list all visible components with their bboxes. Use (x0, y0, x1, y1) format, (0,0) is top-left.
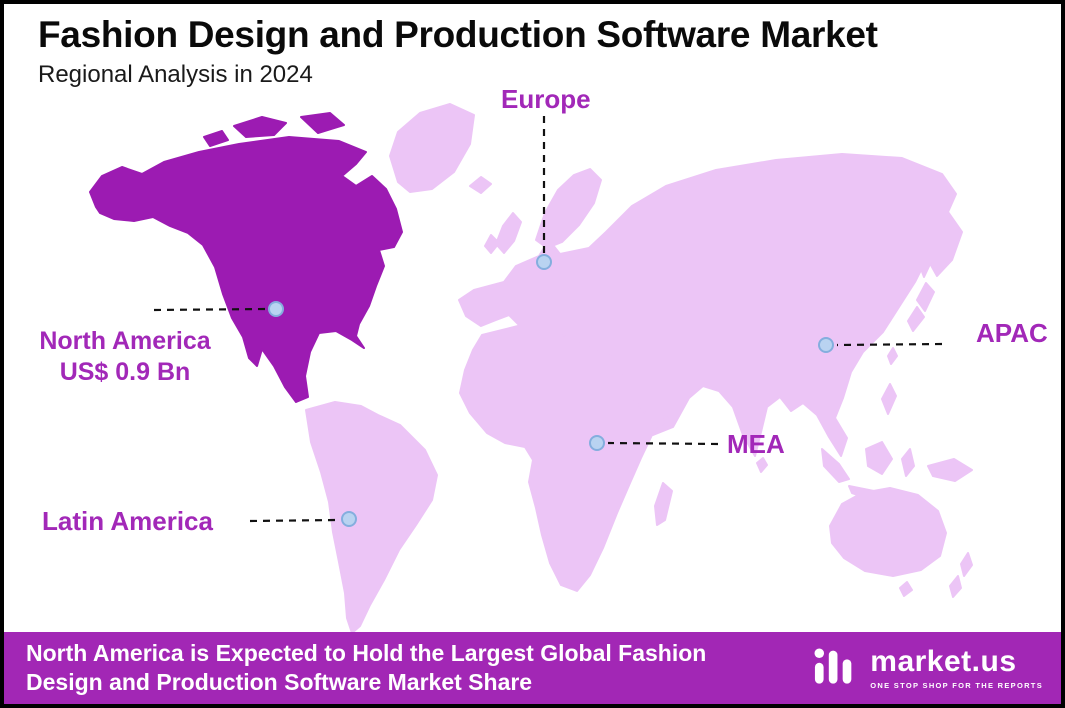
region-label-europe: Europe (501, 84, 591, 114)
map-region-british-isles (469, 176, 522, 254)
footer-line1: North America is Expected to Hold the La… (26, 640, 707, 667)
brand-tagline: ONE STOP SHOP FOR THE REPORTS (870, 680, 1043, 690)
marker-north-america (268, 301, 284, 317)
footer-banner: North America is Expected to Hold the La… (4, 632, 1061, 704)
world-map (89, 103, 973, 634)
marker-latin-america (341, 511, 357, 527)
marker-europe (536, 254, 552, 270)
brand-text: market.us ONE STOP SHOP FOR THE REPORTS (870, 644, 1043, 690)
marker-apac (818, 337, 834, 353)
map-region-australia (829, 487, 947, 597)
map-region-scandinavia (535, 168, 602, 249)
map-region-greenland (389, 103, 475, 193)
leader-line-latin-america (249, 518, 339, 523)
marker-mea (589, 435, 605, 451)
map-region-new-zealand (949, 552, 973, 598)
map-region-madagascar (654, 482, 673, 526)
footer-line2: Design and Production Software Market Sh… (26, 669, 533, 695)
map-region-africa (459, 325, 669, 592)
subtitle: Regional Analysis in 2024 (38, 61, 313, 88)
footer-headline: North America is Expected to Hold the La… (26, 639, 706, 697)
region-label-mea: MEA (727, 429, 785, 459)
brand-name: market.us (870, 644, 1017, 678)
region-label-latin-america: Latin America (42, 506, 213, 536)
leader-line-apac (836, 342, 943, 347)
leader-line-mea (607, 441, 719, 446)
title-block: Fashion Design and Production Software M… (38, 14, 878, 89)
region-label-north-america: North America US$ 0.9 Bn (14, 326, 236, 387)
region-value-north-america: US$ 0.9 Bn (59, 357, 191, 386)
region-name-north-america: North America (39, 327, 211, 355)
brand-block: market.us ONE STOP SHOP FOR THE REPORTS (808, 642, 1043, 694)
leader-line-north-america (153, 307, 267, 312)
map-region-north-america (89, 136, 403, 403)
region-label-apac: APAC (976, 318, 1048, 348)
marketus-logo-icon (814, 648, 852, 684)
map-region-japan (887, 251, 935, 365)
map-region-south-america (305, 401, 438, 634)
map-region-arctic-islands (203, 112, 345, 147)
page-title: Fashion Design and Production Software M… (38, 14, 878, 55)
